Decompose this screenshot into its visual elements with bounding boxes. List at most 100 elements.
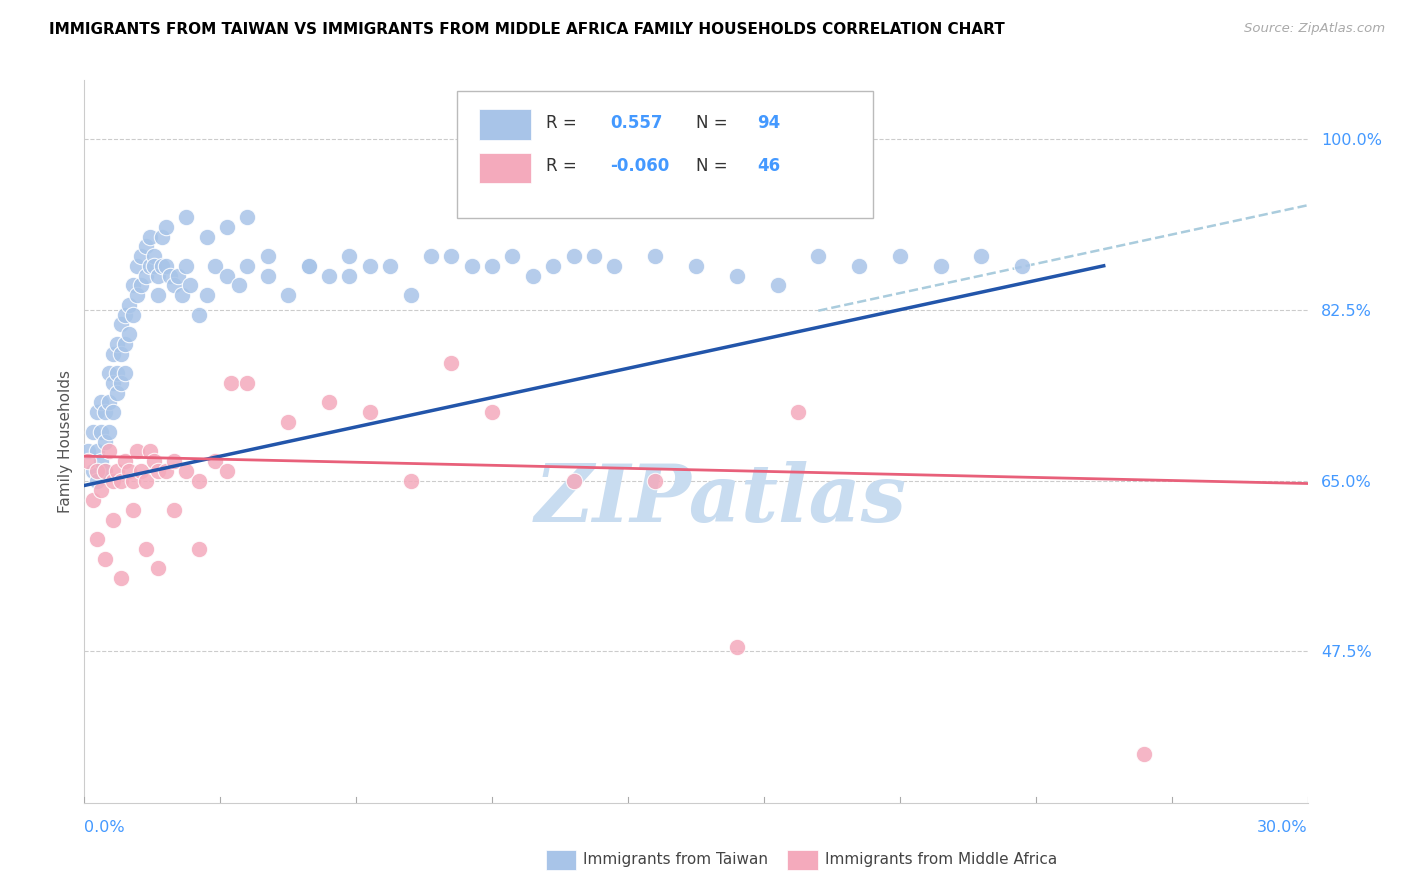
Point xyxy=(440,356,463,370)
Point xyxy=(187,474,209,488)
Point xyxy=(167,268,190,283)
Point xyxy=(101,474,124,488)
Point xyxy=(146,268,169,283)
Point xyxy=(562,474,585,488)
Point xyxy=(131,249,153,263)
Point xyxy=(146,464,169,478)
Point xyxy=(277,415,299,429)
Point xyxy=(77,454,100,468)
Point xyxy=(298,259,321,273)
Point xyxy=(318,395,340,409)
Point xyxy=(105,337,128,351)
Point xyxy=(174,210,197,224)
Point xyxy=(86,444,108,458)
Point xyxy=(114,366,136,380)
Point xyxy=(155,259,177,273)
Point xyxy=(93,464,115,478)
Point xyxy=(399,288,422,302)
Text: 0.557: 0.557 xyxy=(610,114,662,132)
Point xyxy=(163,278,186,293)
Point xyxy=(848,259,870,273)
Point xyxy=(127,444,149,458)
Point xyxy=(110,318,132,332)
Point xyxy=(481,405,503,419)
Point xyxy=(82,425,104,439)
Point xyxy=(105,385,128,400)
Point xyxy=(725,268,748,283)
Point xyxy=(114,454,136,468)
Point xyxy=(380,259,402,273)
Point xyxy=(179,278,201,293)
Point xyxy=(236,210,259,224)
Point xyxy=(766,278,789,293)
Point xyxy=(118,298,141,312)
Point xyxy=(150,259,173,273)
Point xyxy=(86,474,108,488)
Point xyxy=(807,249,830,263)
Point xyxy=(440,249,463,263)
Point xyxy=(93,434,115,449)
Text: R =: R = xyxy=(546,157,582,175)
FancyBboxPatch shape xyxy=(457,91,873,218)
Point xyxy=(1133,747,1156,761)
Point xyxy=(159,268,181,283)
Point xyxy=(122,308,145,322)
Point xyxy=(1011,259,1033,273)
Point xyxy=(889,249,911,263)
Point xyxy=(155,464,177,478)
Point xyxy=(118,327,141,342)
Point xyxy=(82,493,104,508)
Point xyxy=(461,259,484,273)
Point xyxy=(138,229,160,244)
Point xyxy=(97,366,120,380)
Point xyxy=(142,454,165,468)
Point xyxy=(138,444,160,458)
Point xyxy=(101,405,124,419)
Point xyxy=(195,288,218,302)
Point xyxy=(110,346,132,360)
Text: N =: N = xyxy=(696,157,733,175)
Point xyxy=(187,308,209,322)
Point xyxy=(135,239,157,253)
Point xyxy=(204,454,226,468)
FancyBboxPatch shape xyxy=(479,109,531,139)
Text: IMMIGRANTS FROM TAIWAN VS IMMIGRANTS FROM MIDDLE AFRICA FAMILY HOUSEHOLDS CORREL: IMMIGRANTS FROM TAIWAN VS IMMIGRANTS FRO… xyxy=(49,22,1005,37)
Point xyxy=(298,259,321,273)
Text: 0.0%: 0.0% xyxy=(84,821,125,836)
Point xyxy=(131,278,153,293)
Point xyxy=(114,308,136,322)
Point xyxy=(93,405,115,419)
Point xyxy=(93,464,115,478)
Point xyxy=(172,288,194,302)
Text: N =: N = xyxy=(696,114,733,132)
Point xyxy=(420,249,443,263)
Point xyxy=(97,425,120,439)
Text: 94: 94 xyxy=(758,114,780,132)
Point xyxy=(97,444,120,458)
Point xyxy=(127,259,149,273)
Point xyxy=(277,288,299,302)
Point xyxy=(187,541,209,556)
Point xyxy=(127,288,149,302)
Point xyxy=(93,551,115,566)
Point xyxy=(150,229,173,244)
Point xyxy=(122,278,145,293)
Text: Immigrants from Taiwan: Immigrants from Taiwan xyxy=(583,853,769,867)
Point xyxy=(138,259,160,273)
Point xyxy=(522,268,544,283)
Point xyxy=(86,405,108,419)
Point xyxy=(90,395,112,409)
Point xyxy=(481,259,503,273)
Point xyxy=(131,464,153,478)
Point xyxy=(155,219,177,234)
Point xyxy=(135,268,157,283)
Point xyxy=(219,376,242,390)
Point xyxy=(118,464,141,478)
Point xyxy=(236,376,259,390)
Point xyxy=(359,259,381,273)
Point xyxy=(562,249,585,263)
Text: -0.060: -0.060 xyxy=(610,157,669,175)
Point xyxy=(787,405,810,419)
Point xyxy=(90,454,112,468)
Point xyxy=(114,337,136,351)
